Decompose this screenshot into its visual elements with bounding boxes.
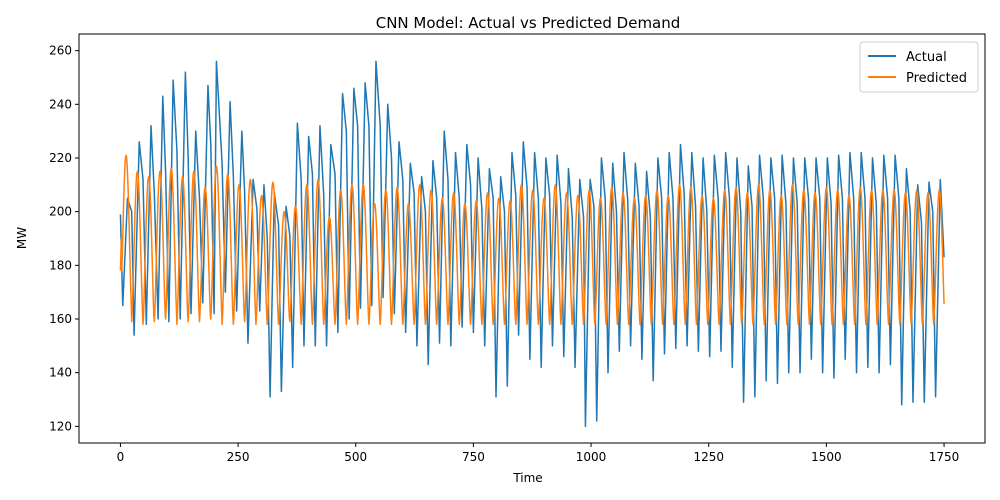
- x-tick-label: 750: [462, 450, 485, 464]
- x-axis: 0 250 500 750 1000 1250 1500 1750: [117, 443, 960, 464]
- y-tick-label: 120: [49, 419, 72, 433]
- plot-frame: [78, 33, 986, 444]
- x-tick-label: 1750: [929, 450, 960, 464]
- legend: Actual Predicted: [859, 41, 979, 93]
- y-tick-label: 220: [49, 151, 72, 165]
- y-axis: 120 140 160 180 200 220 240 260: [49, 44, 79, 433]
- legend-label-actual: Actual: [906, 50, 947, 65]
- y-tick-label: 160: [49, 312, 72, 326]
- x-axis-title: Time: [512, 471, 542, 485]
- chart-title: CNN Model: Actual vs Predicted Demand: [376, 14, 681, 32]
- legend-label-predicted: Predicted: [906, 71, 967, 86]
- y-tick-label: 140: [49, 366, 72, 380]
- x-tick-label: 500: [344, 450, 367, 464]
- series-layer: [119, 60, 945, 428]
- x-tick-label: 1250: [693, 450, 724, 464]
- x-tick-label: 1500: [811, 450, 842, 464]
- y-axis-title: MW: [15, 227, 29, 249]
- x-tick-label: 250: [227, 450, 250, 464]
- y-tick-label: 180: [49, 258, 72, 272]
- legend-box: [859, 41, 979, 93]
- y-tick-label: 200: [49, 205, 72, 219]
- x-tick-label: 1000: [576, 450, 607, 464]
- series-line-predicted: [119, 154, 945, 326]
- y-tick-label: 260: [49, 44, 72, 58]
- x-tick-label: 0: [117, 450, 125, 464]
- y-tick-label: 240: [49, 97, 72, 111]
